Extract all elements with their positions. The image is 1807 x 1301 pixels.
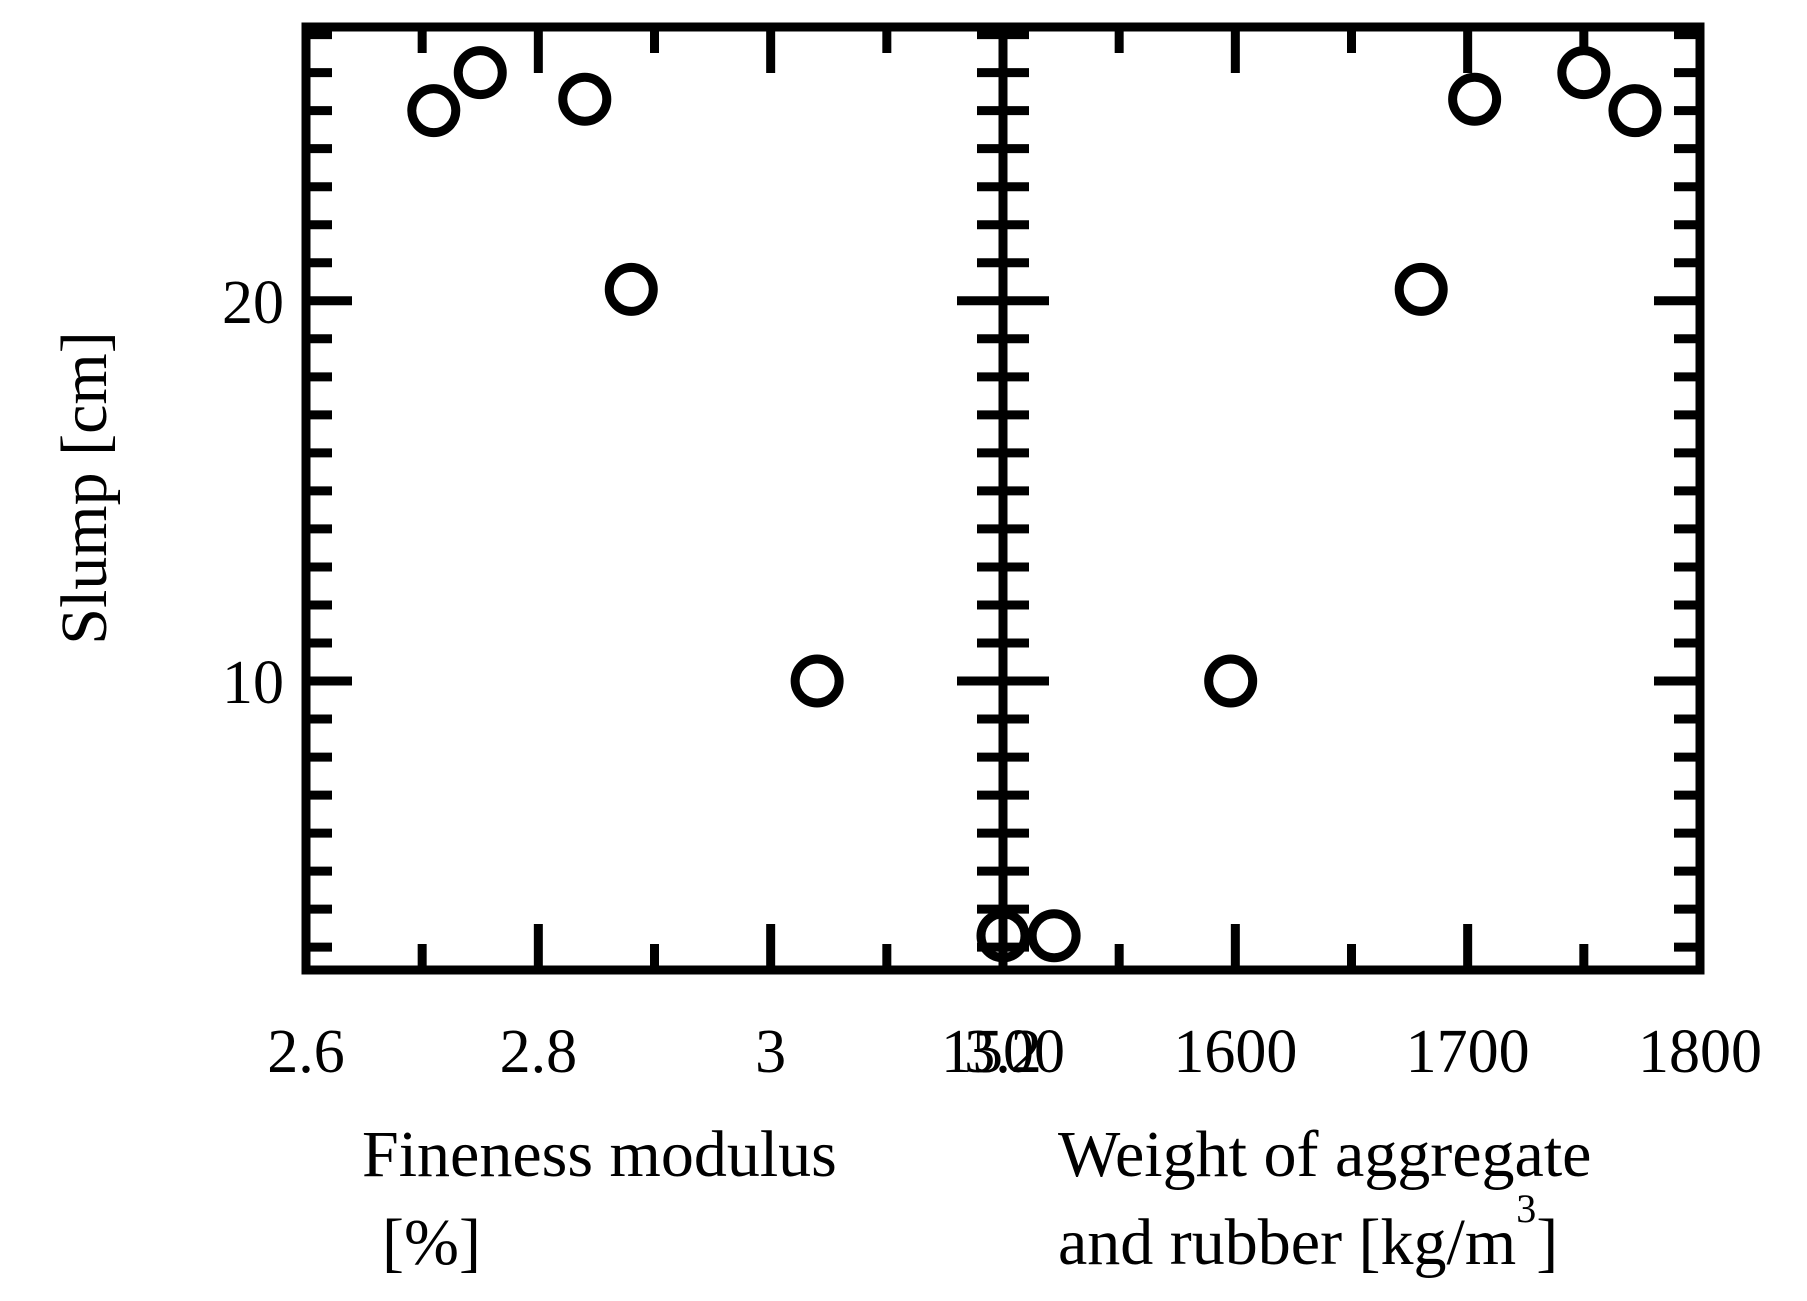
- left-x-tick-label: 3.2: [964, 1018, 1042, 1086]
- right-x-tick-label: 1700: [1406, 1018, 1530, 1086]
- left-data-point: [790, 654, 844, 708]
- plot-frames: [301, 22, 1705, 975]
- left-x-tick-label: 2.8: [500, 1018, 578, 1086]
- right-x-axis-title-superscript: 3: [1516, 1186, 1536, 1231]
- right-data-point: [1204, 654, 1258, 708]
- right-data-point: [1027, 909, 1081, 963]
- data-points: [407, 46, 1662, 963]
- left-data-point: [558, 72, 612, 126]
- right-x-axis-title-line1: Weight of aggregate: [1058, 1118, 1591, 1191]
- right-x-axis-title-close-bracket: ]: [1536, 1206, 1558, 1279]
- right-data-point: [1448, 72, 1502, 126]
- right-x-tick-label: 1500: [941, 1018, 1065, 1086]
- y-axis-title: Slump [cm]: [48, 331, 121, 644]
- right-data-point: [1394, 262, 1448, 316]
- right-x-axis-title-line2: and rubber [kg/m3]: [1058, 1186, 1558, 1279]
- left-x-axis-title-line2: [%]: [382, 1206, 481, 1279]
- left-panel-frame: [301, 22, 1008, 975]
- left-data-point: [604, 262, 658, 316]
- right-data-point: [1557, 46, 1611, 100]
- tick-labels: 2.6 2.8 3 3.2 10 20 1500 1600 1700 1800: [222, 269, 1762, 1086]
- right-panel-frame: [998, 22, 1705, 975]
- right-x-tick-label: 1600: [1173, 1018, 1297, 1086]
- y-tick-label: 20: [222, 269, 284, 337]
- left-x-tick-label: 2.6: [267, 1018, 345, 1086]
- y-tick-label: 10: [222, 649, 284, 717]
- left-x-axis-title-line1: Fineness modulus: [362, 1118, 837, 1191]
- left-data-point: [453, 46, 507, 100]
- left-data-point: [976, 909, 1030, 963]
- left-data-point: [407, 84, 461, 138]
- left-x-tick-label: 3: [755, 1018, 786, 1086]
- right-data-point: [1608, 84, 1662, 138]
- right-x-axis-title-line2-main: and rubber [kg/m: [1058, 1206, 1516, 1279]
- right-x-tick-label: 1800: [1638, 1018, 1762, 1086]
